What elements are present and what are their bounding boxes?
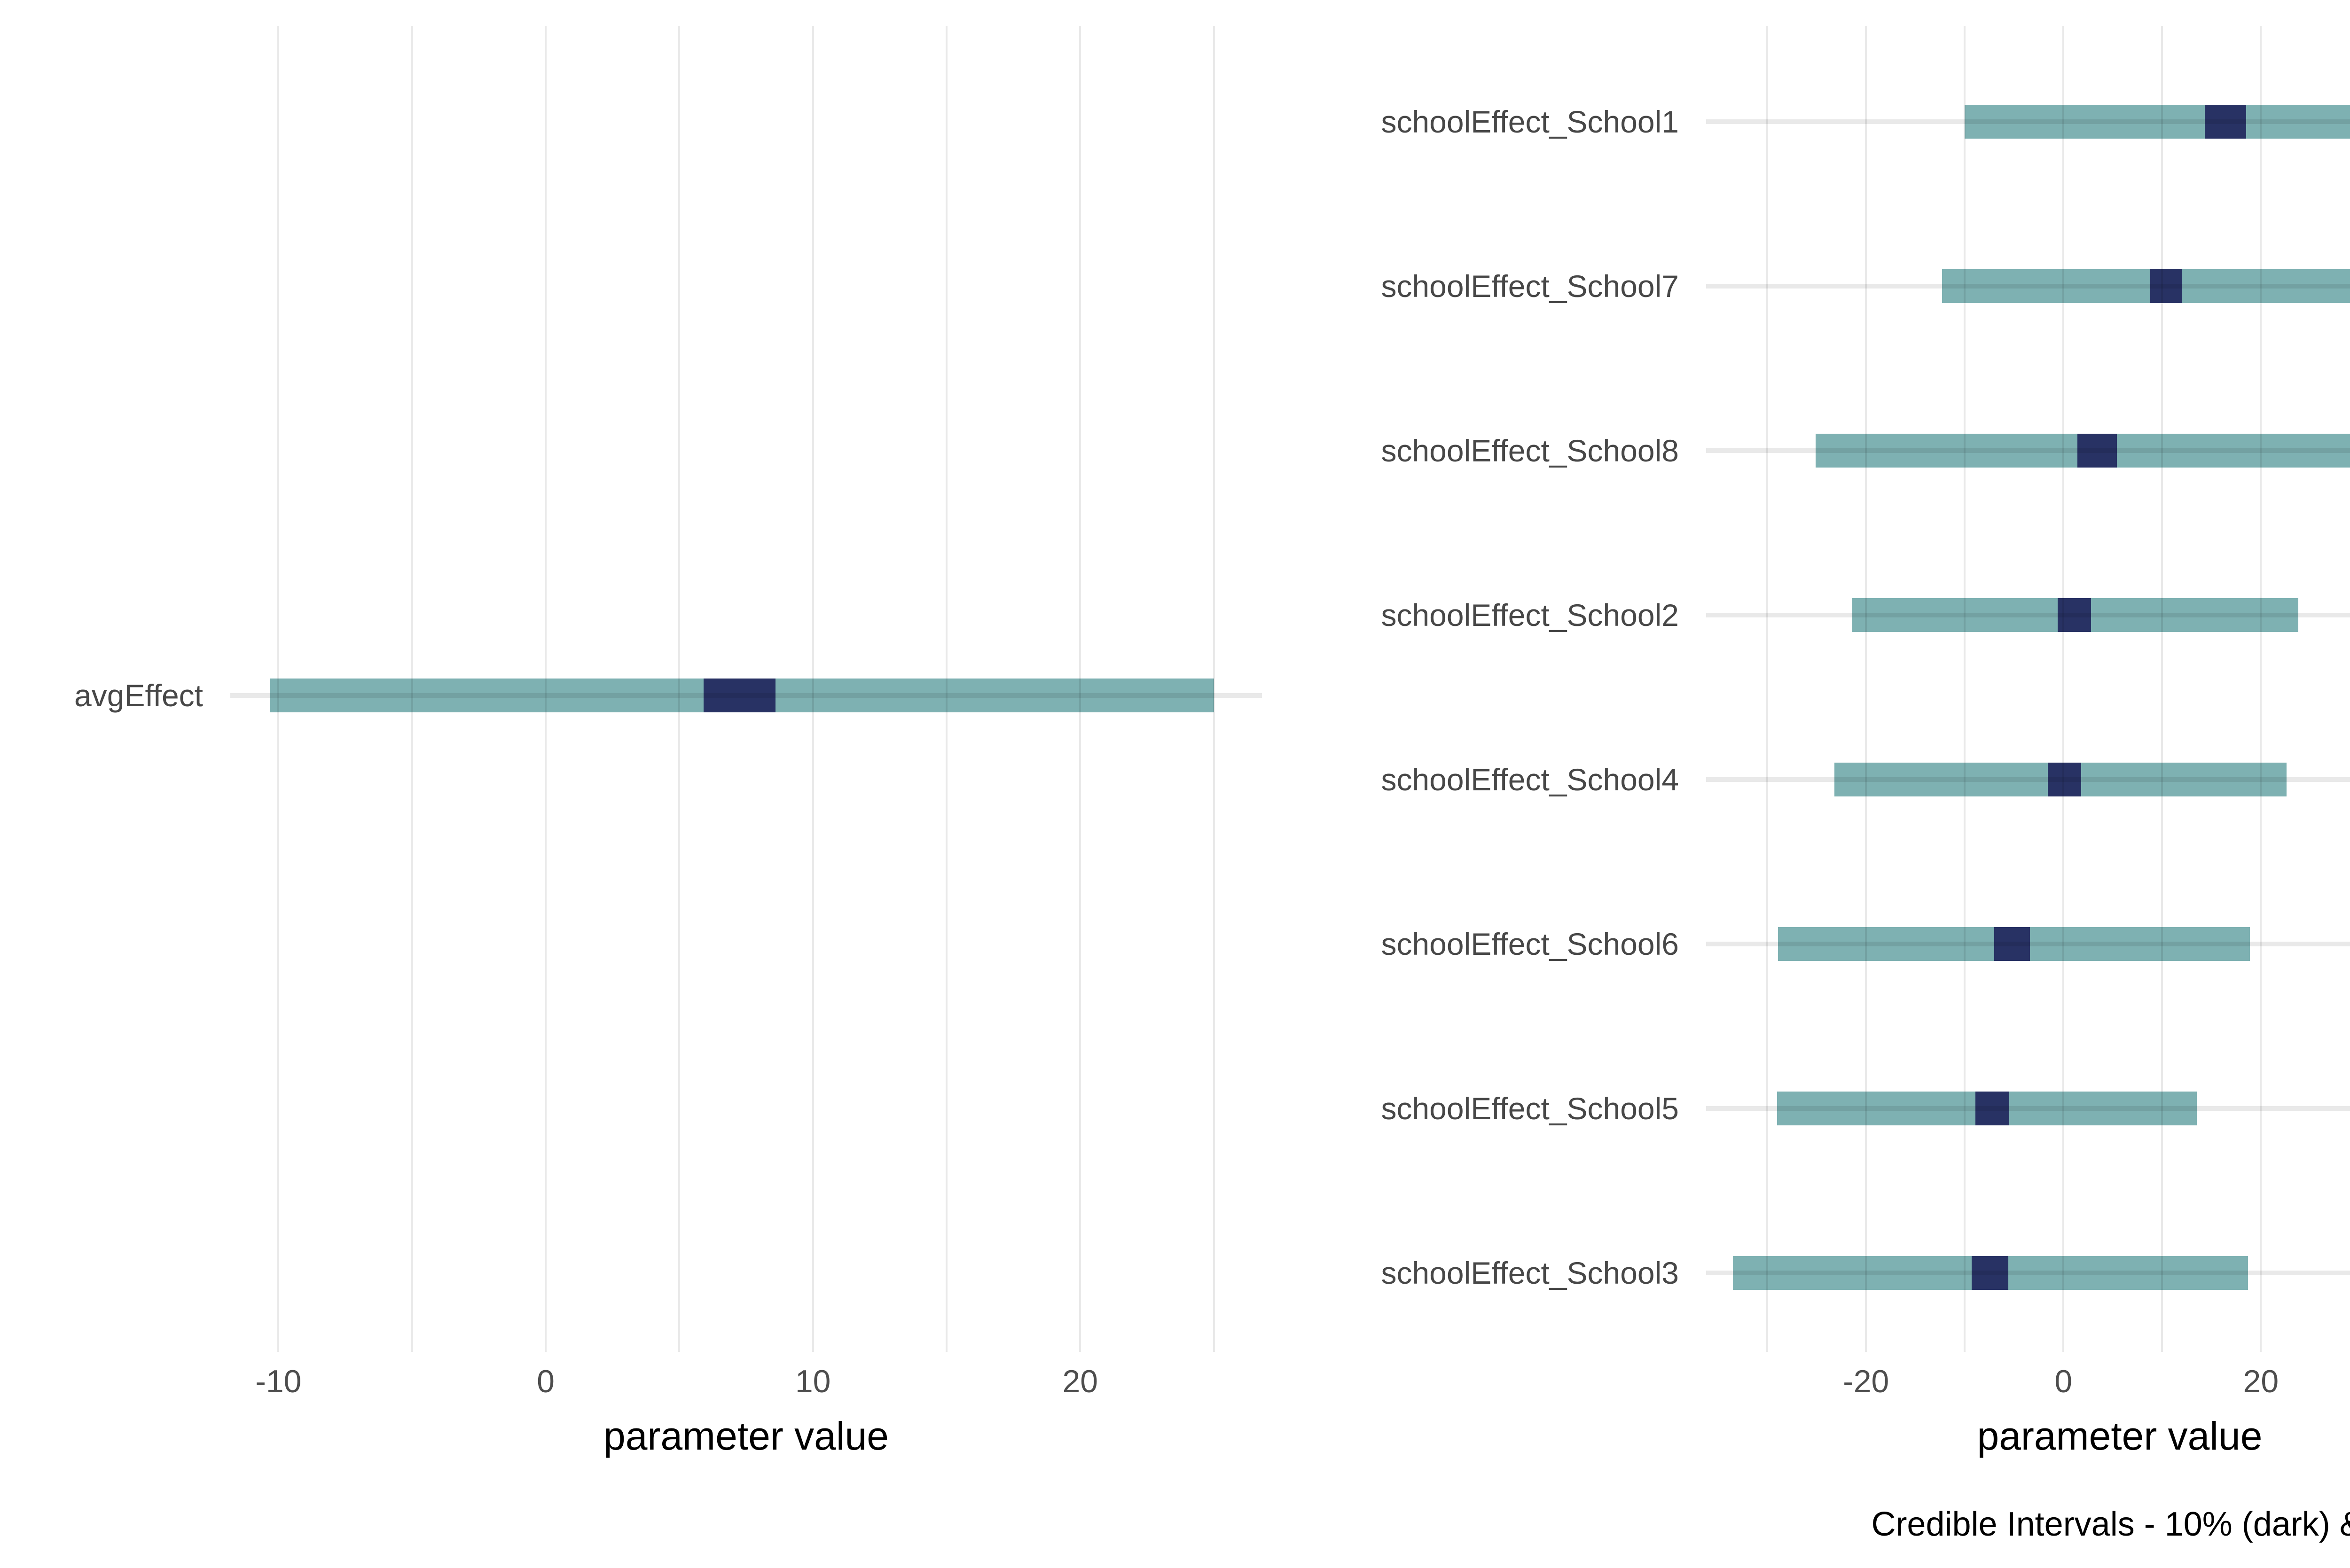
interval-inner-bar — [703, 679, 776, 712]
row-label: schoolEffect_School1 — [1381, 104, 1679, 139]
x-gridline — [1964, 26, 1966, 1352]
interval-inner-bar — [2057, 598, 2092, 632]
row-reference-line — [230, 693, 1262, 698]
interval-outer-bar — [1965, 105, 2350, 139]
x-gridline — [2260, 26, 2262, 1352]
x-gridline — [2161, 26, 2163, 1352]
row-label: schoolEffect_School3 — [1381, 1256, 1679, 1290]
interval-inner-bar — [2047, 763, 2082, 796]
x-tick-label: 20 — [1062, 1364, 1098, 1399]
row-label: schoolEffect_School5 — [1381, 1091, 1679, 1126]
x-tick-label: 10 — [795, 1364, 831, 1399]
row-label: schoolEffect_School6 — [1381, 927, 1679, 961]
row-reference-line — [1706, 1271, 2350, 1275]
row-reference-line — [1706, 942, 2350, 946]
row-reference-line — [1706, 613, 2350, 617]
x-gridline — [545, 26, 547, 1352]
x-gridline — [812, 26, 814, 1352]
row-label: schoolEffect_School2 — [1381, 598, 1679, 632]
row-reference-line — [1706, 1106, 2350, 1111]
x-gridline — [2062, 26, 2065, 1352]
row-label: schoolEffect_School4 — [1381, 762, 1679, 797]
x-gridline — [1865, 26, 1867, 1352]
interval-outer-bar — [1942, 269, 2350, 303]
row-reference-line — [1706, 777, 2350, 782]
interval-inner-bar — [1994, 927, 2030, 961]
x-gridline — [678, 26, 681, 1352]
interval-inner-bar — [1971, 1256, 2008, 1290]
x-tick-label: -10 — [255, 1364, 302, 1399]
x-gridline — [1213, 26, 1215, 1352]
row-label: schoolEffect_School8 — [1381, 433, 1679, 468]
x-tick-label: 0 — [537, 1364, 555, 1399]
row-label: schoolEffect_School7 — [1381, 269, 1679, 304]
x-tick-label: -20 — [1843, 1364, 1889, 1399]
x-gridline — [411, 26, 413, 1352]
row-reference-line — [1706, 448, 2350, 453]
x-gridline — [1079, 26, 1081, 1352]
x-gridline — [1766, 26, 1769, 1352]
interval-inner-bar — [2077, 434, 2117, 468]
x-gridline — [945, 26, 948, 1352]
figure-caption: Credible Intervals - 10% (dark) & 90% (l… — [1871, 1506, 2350, 1543]
interval-inner-bar — [2204, 105, 2246, 139]
x-gridline — [277, 26, 280, 1352]
x-tick-label: 20 — [2243, 1364, 2279, 1399]
row-reference-line — [1706, 284, 2350, 289]
x-axis-title-left: parameter value — [603, 1414, 889, 1458]
interval-inner-bar — [2150, 269, 2182, 303]
interval-inner-bar — [1975, 1092, 2009, 1125]
row-reference-line — [1706, 119, 2350, 124]
x-tick-label: 0 — [2054, 1364, 2073, 1399]
row-label: avgEffect — [74, 678, 203, 713]
x-axis-title-right: parameter value — [1977, 1414, 2263, 1458]
